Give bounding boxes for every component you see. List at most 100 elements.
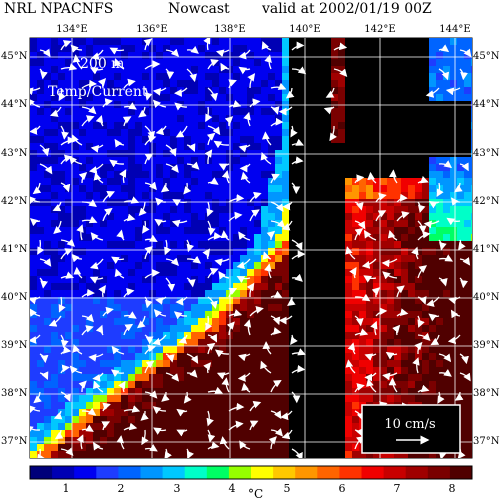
temp-cell — [247, 143, 255, 151]
temp-cell — [58, 423, 66, 431]
temp-cell — [450, 38, 458, 46]
temp-cell — [184, 143, 192, 151]
temp-cell — [394, 66, 402, 74]
temp-cell — [121, 297, 129, 305]
temp-cell — [65, 360, 73, 368]
temp-cell — [121, 374, 129, 382]
current-arrow — [176, 429, 188, 437]
temp-cell — [170, 444, 178, 452]
temp-cell — [457, 227, 465, 235]
temp-cell — [415, 87, 423, 95]
temp-cell — [359, 164, 367, 172]
temp-cell — [219, 157, 227, 165]
temp-cell — [128, 409, 136, 417]
temp-cell — [352, 339, 360, 347]
temp-cell — [198, 423, 206, 431]
temp-cell — [163, 59, 171, 67]
temp-cell — [387, 206, 395, 214]
temp-cell — [324, 248, 332, 256]
temp-cell — [394, 297, 402, 305]
temp-cell — [338, 353, 346, 361]
temp-cell — [240, 248, 248, 256]
temp-cell — [219, 171, 227, 179]
temp-cell — [366, 451, 374, 458]
temp-cell — [289, 444, 297, 452]
temp-cell — [240, 318, 248, 326]
temp-cell — [310, 374, 318, 382]
temp-cell — [282, 206, 290, 214]
temp-cell — [247, 157, 255, 165]
temp-cell — [464, 318, 472, 326]
current-arrow — [221, 170, 230, 184]
temp-cell — [310, 129, 318, 137]
temp-cell — [205, 87, 213, 95]
temp-cell — [457, 234, 465, 242]
temp-cell — [191, 311, 199, 319]
temp-cell — [51, 297, 59, 305]
temp-cell — [401, 199, 409, 207]
temp-cell — [401, 388, 409, 396]
temp-cell — [156, 360, 164, 368]
temp-cell — [219, 262, 227, 270]
temp-cell — [198, 374, 206, 382]
temp-cell — [58, 143, 66, 151]
temp-cell — [331, 262, 339, 270]
temp-cell — [100, 213, 108, 221]
temp-cell — [310, 80, 318, 88]
temp-cell — [219, 241, 227, 249]
temp-cell — [436, 297, 444, 305]
temp-cell — [212, 115, 220, 123]
temp-cell — [184, 192, 192, 200]
temp-cell — [177, 115, 185, 123]
temp-cell — [373, 87, 381, 95]
temp-cell — [331, 52, 339, 60]
temp-cell — [345, 451, 353, 458]
temp-cell — [345, 374, 353, 382]
temp-cell — [254, 437, 262, 445]
temp-cell — [387, 395, 395, 403]
temp-cell — [100, 59, 108, 67]
temp-cell — [163, 164, 171, 172]
temp-cell — [352, 80, 360, 88]
temp-cell — [464, 94, 472, 102]
temp-cell — [163, 297, 171, 305]
temp-cell — [240, 283, 248, 291]
temp-cell — [93, 227, 101, 235]
temp-cell — [394, 346, 402, 354]
current-arrow — [142, 220, 150, 234]
temp-cell — [191, 38, 199, 46]
temp-cell — [240, 94, 248, 102]
temp-cell — [51, 129, 59, 137]
current-arrow — [438, 239, 447, 251]
scale-box: 10 cm/s — [361, 404, 461, 454]
temp-cell — [296, 360, 304, 368]
temp-cell — [240, 269, 248, 277]
temp-cell — [100, 388, 108, 396]
temp-cell — [170, 248, 178, 256]
temp-cell — [128, 66, 136, 74]
temp-cell — [72, 171, 80, 179]
temp-cell — [198, 283, 206, 291]
temp-cell — [338, 94, 346, 102]
temp-cell — [156, 290, 164, 298]
temp-cell — [387, 346, 395, 354]
temp-cell — [324, 332, 332, 340]
temp-cell — [282, 297, 290, 305]
current-arrow — [60, 40, 72, 51]
temp-cell — [79, 290, 87, 298]
depth-label: 200 m — [80, 56, 124, 72]
temp-cell — [464, 73, 472, 81]
temp-cell — [303, 367, 311, 375]
temp-cell — [93, 115, 101, 123]
temp-cell — [345, 430, 353, 438]
temp-cell — [163, 115, 171, 123]
temp-cell — [429, 66, 437, 74]
temp-cell — [261, 374, 269, 382]
temp-cell — [72, 185, 80, 193]
temp-cell — [317, 66, 325, 74]
temp-cell — [415, 157, 423, 165]
temp-cell — [170, 290, 178, 298]
temp-cell — [205, 52, 213, 60]
temp-cell — [352, 423, 360, 431]
temp-cell — [44, 297, 52, 305]
